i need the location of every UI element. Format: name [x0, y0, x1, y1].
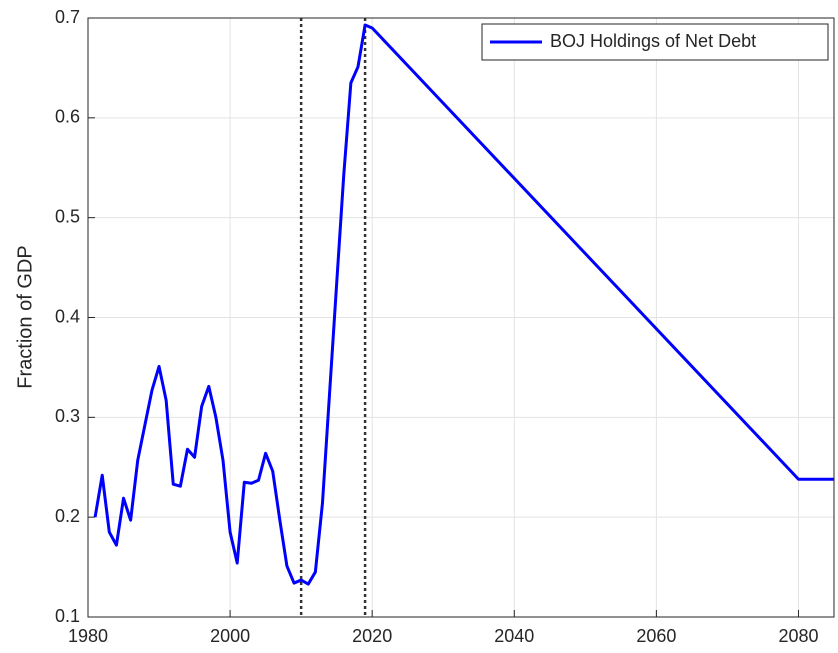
- data-line: [93, 23, 834, 586]
- x-tick-label: 2020: [352, 626, 392, 646]
- x-tick-label: 2040: [494, 626, 534, 646]
- y-tick-label: 0.4: [55, 306, 80, 326]
- y-tick-label: 0.5: [55, 206, 80, 226]
- y-axis-label: Fraction of GDP: [14, 245, 36, 388]
- y-tick-label: 0.2: [55, 506, 80, 526]
- legend-label: BOJ Holdings of Net Debt: [550, 31, 756, 51]
- x-tick-label: 2000: [210, 626, 250, 646]
- y-tick-label: 0.1: [55, 606, 80, 626]
- y-tick-label: 0.6: [55, 107, 80, 127]
- y-tick-label: 0.3: [55, 406, 80, 426]
- y-tick-label: 0.7: [55, 7, 80, 27]
- x-tick-label: 1980: [68, 626, 108, 646]
- x-tick-label: 2080: [778, 626, 818, 646]
- x-tick-label: 2060: [636, 626, 676, 646]
- axes-box: [87, 17, 835, 618]
